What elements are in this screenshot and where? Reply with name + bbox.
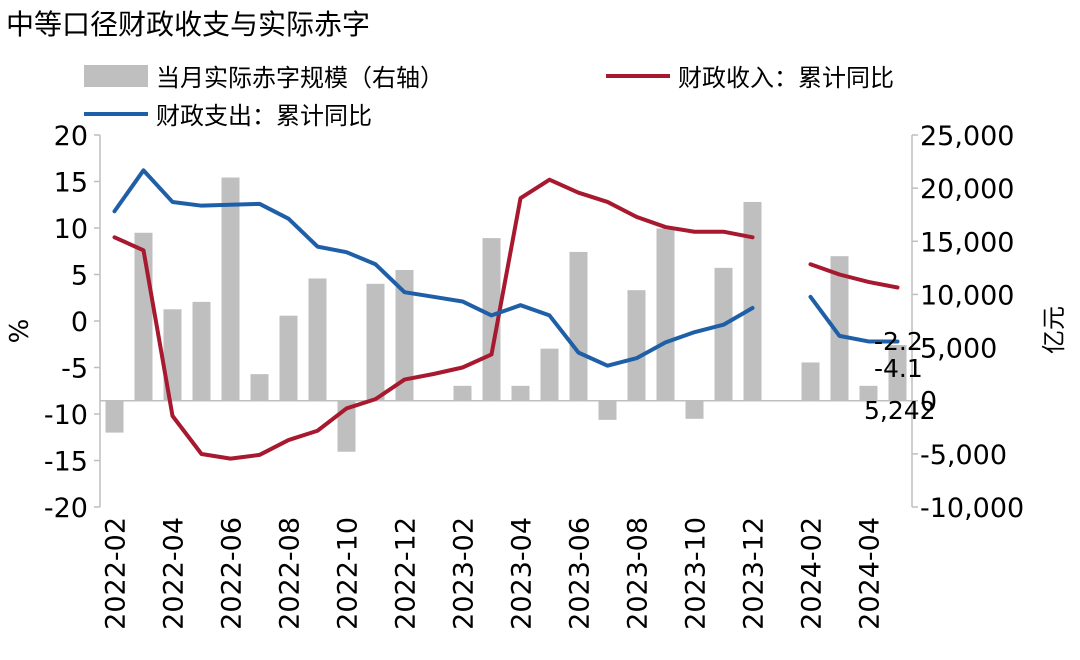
x-tick-label: 2022-06 bbox=[217, 517, 248, 630]
deficit-bar bbox=[888, 344, 907, 401]
right-axis-title: 亿元 bbox=[1040, 306, 1068, 354]
x-tick-label: 2022-12 bbox=[391, 517, 422, 630]
x-tick-label: 2023-08 bbox=[623, 517, 654, 630]
left-tick-label: -20 bbox=[44, 493, 88, 524]
legend-label: 财政收入：累计同比 bbox=[678, 64, 894, 92]
x-tick-label: 2024-02 bbox=[797, 517, 828, 630]
left-tick-label: -15 bbox=[44, 447, 88, 478]
deficit-bar bbox=[540, 348, 559, 401]
deficit-bar bbox=[656, 228, 675, 401]
deficit-bar bbox=[279, 315, 298, 401]
x-tick-label: 2023-04 bbox=[507, 517, 538, 630]
left-tick-label: 20 bbox=[54, 121, 88, 152]
deficit-bar bbox=[627, 290, 646, 401]
chart-title: 中等口径财政收支与实际赤字 bbox=[6, 8, 370, 41]
x-tick-label: 2022-02 bbox=[101, 517, 132, 630]
x-tick-label: 2023-10 bbox=[681, 517, 712, 630]
bar-end-label: 5,242 bbox=[864, 396, 936, 425]
left-tick-label: 0 bbox=[71, 307, 88, 338]
deficit-bar bbox=[221, 177, 240, 401]
legend-label: 财政支出：累计同比 bbox=[156, 102, 372, 130]
x-tick-label: 2023-12 bbox=[739, 517, 770, 630]
deficit-bar bbox=[453, 385, 472, 401]
left-tick-label: -10 bbox=[44, 400, 88, 431]
deficit-bar bbox=[395, 269, 414, 401]
revenue-end-label: -4.1 bbox=[874, 354, 923, 383]
right-tick-label: -10,000 bbox=[920, 493, 1024, 524]
deficit-bar bbox=[830, 256, 849, 401]
bars bbox=[105, 177, 907, 452]
right-tick-label: 10,000 bbox=[920, 280, 1014, 311]
right-tick-label: 25,000 bbox=[920, 121, 1014, 152]
deficit-bar bbox=[569, 251, 588, 401]
legend-swatch-bar bbox=[84, 65, 148, 87]
deficit-bar bbox=[801, 362, 820, 401]
left-tick-label: 5 bbox=[71, 261, 88, 292]
legend-label: 当月实际赤字规模（右轴） bbox=[156, 64, 444, 92]
deficit-bar bbox=[743, 201, 762, 401]
x-tick-label: 2022-04 bbox=[159, 517, 190, 630]
revenue-line bbox=[112, 177, 900, 461]
x-tick-label: 2023-06 bbox=[565, 517, 596, 630]
right-tick-label: 5,000 bbox=[920, 334, 997, 365]
deficit-bar bbox=[308, 278, 327, 401]
deficit-bar bbox=[163, 309, 182, 401]
left-tick-label: -5 bbox=[61, 354, 88, 385]
right-tick-label: 0 bbox=[920, 387, 937, 418]
right-tick-label: -5,000 bbox=[920, 440, 1007, 471]
x-tick-label: 2023-02 bbox=[449, 517, 480, 630]
deficit-bar bbox=[366, 283, 385, 401]
plot-axes: 20 15 10 5 0 -5 -10 -15 -20 25,000 20,000 15,000 10,… bbox=[5, 121, 1068, 630]
x-tick-label: 2022-10 bbox=[333, 517, 364, 630]
left-tick-label: 10 bbox=[54, 214, 88, 245]
x-tick-label: 2024-04 bbox=[855, 517, 886, 630]
left-axis-title: % bbox=[5, 319, 35, 344]
deficit-bar bbox=[859, 385, 878, 401]
expenditure-line bbox=[112, 168, 900, 368]
deficit-bar bbox=[685, 400, 704, 419]
deficit-bar bbox=[192, 301, 211, 401]
expenditure-end-label: -2.2 bbox=[874, 327, 923, 356]
x-tick-label: 2022-08 bbox=[275, 517, 306, 630]
right-tick-label: 15,000 bbox=[920, 227, 1014, 258]
deficit-bar bbox=[250, 374, 269, 401]
deficit-bar bbox=[714, 267, 733, 401]
lines bbox=[112, 168, 900, 461]
right-tick-label: 20,000 bbox=[920, 174, 1014, 205]
left-tick-label: 15 bbox=[54, 168, 88, 199]
deficit-bar bbox=[511, 385, 530, 401]
labels: -4.1-2.2 5,242 bbox=[864, 327, 936, 425]
deficit-bar bbox=[105, 400, 124, 433]
deficit-bar bbox=[482, 238, 501, 401]
deficit-bar bbox=[598, 400, 617, 420]
